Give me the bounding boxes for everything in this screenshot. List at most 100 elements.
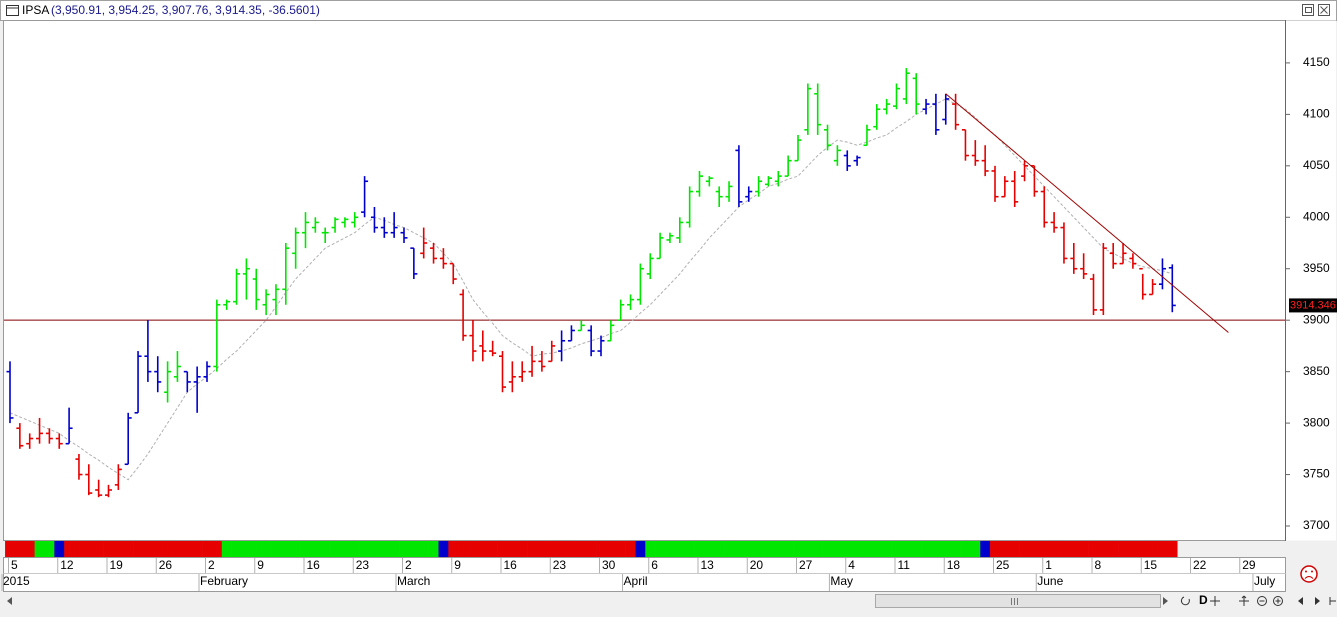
scroll-left[interactable]: [7, 597, 12, 605]
y-tick-label: 4050: [1303, 158, 1330, 172]
signal-cell: [970, 541, 981, 557]
x-tick-label: 20: [750, 558, 764, 572]
signal-cell: [733, 541, 745, 557]
signal-cell: [14, 541, 26, 557]
signal-cell: [1167, 541, 1178, 557]
signal-cell: [477, 541, 489, 557]
signal-cell: [438, 541, 449, 557]
move-button[interactable]: [1239, 595, 1249, 606]
y-tick-label: 3750: [1303, 467, 1330, 481]
signal-cell: [507, 541, 518, 557]
signal-cell: [359, 541, 370, 557]
crosshair-button[interactable]: [1210, 596, 1220, 606]
signal-cell: [655, 541, 666, 557]
y-tick-label: 3850: [1303, 364, 1330, 378]
signal-cell: [871, 541, 883, 557]
signal-cell: [980, 541, 991, 557]
signal-cell: [517, 541, 528, 557]
signal-cell: [133, 541, 144, 557]
signal-cell: [5, 541, 16, 557]
page-left[interactable]: [1298, 597, 1303, 605]
signal-cell: [862, 541, 873, 557]
page-end[interactable]: [1329, 597, 1336, 605]
signal-cell: [408, 541, 420, 557]
x-tick-label: 12: [60, 558, 74, 572]
signal-cell: [379, 541, 390, 557]
signal-cell: [103, 541, 114, 557]
signal-cell: [1118, 541, 1129, 557]
x-tick-label: 11: [898, 558, 911, 572]
signal-cell: [221, 541, 232, 557]
restore-button[interactable]: [1302, 4, 1314, 16]
x-tick-label: 30: [602, 558, 616, 572]
signal-cell: [162, 541, 173, 557]
signal-cell: [911, 541, 922, 557]
zoom-in-icon: [1275, 598, 1281, 604]
x-tick-label: 6: [651, 558, 658, 572]
signal-cell: [1009, 541, 1020, 557]
signal-cell: [783, 541, 794, 557]
signal-cell: [990, 541, 1001, 557]
month-label: April: [624, 574, 648, 588]
signal-cell: [1049, 541, 1060, 557]
period-button[interactable]: D: [1199, 593, 1208, 607]
quote: (3,950.91, 3,954.25, 3,907.76, 3,914.35,…: [51, 3, 320, 17]
signal-cell: [615, 541, 626, 557]
signal-cell: [881, 541, 892, 557]
signal-cell: [527, 541, 538, 557]
month-label: May: [830, 574, 853, 588]
signal-cell: [684, 541, 695, 557]
price-axis: [1286, 20, 1336, 541]
signal-cell: [576, 541, 587, 557]
x-tick-label: 9: [454, 558, 461, 572]
signal-cell: [458, 541, 469, 557]
signal-cell: [418, 541, 429, 557]
close-icon: [1320, 6, 1328, 14]
signal-cell: [891, 541, 902, 557]
signal-cell: [704, 541, 715, 557]
signal-cell: [605, 541, 617, 557]
status-icon-eye: [1305, 570, 1307, 573]
x-tick-label: 2: [208, 558, 215, 572]
status-icon[interactable]: [1300, 565, 1318, 583]
signal-cell: [271, 541, 282, 557]
scroll-grip: [1011, 598, 1018, 605]
signal-cell: [182, 541, 193, 557]
signal-cell: [113, 541, 124, 557]
refresh-button[interactable]: [1180, 596, 1190, 606]
x-tick-label: 9: [257, 558, 264, 572]
scroll-right[interactable]: [1163, 597, 1168, 605]
signal-cell: [399, 541, 410, 557]
signal-cell: [1147, 541, 1158, 557]
x-tick-label: 29: [1242, 558, 1256, 572]
signal-cell: [724, 541, 735, 557]
signal-cell: [763, 541, 774, 557]
last-price-box: [1289, 298, 1337, 313]
y-tick-label: 3800: [1303, 415, 1330, 429]
page-right[interactable]: [1315, 597, 1320, 605]
month-label: February: [200, 574, 248, 588]
signal-cell: [74, 541, 85, 557]
signal-cell: [290, 541, 301, 557]
y-tick-label: 3950: [1303, 261, 1330, 275]
zoom-out-button[interactable]: [1257, 596, 1267, 606]
signal-cell: [339, 541, 351, 557]
zoom-in-button[interactable]: [1273, 596, 1283, 606]
window-icon: [6, 5, 19, 16]
y-tick-label: 4100: [1303, 107, 1330, 121]
trendline: [945, 93, 1229, 333]
y-tick-label: 3900: [1303, 312, 1330, 326]
y-tick-label: 3700: [1303, 518, 1330, 532]
symbol: IPSA: [22, 3, 49, 17]
date-axis: [3, 557, 1286, 592]
signal-cell: [793, 541, 804, 557]
signal-cell: [389, 541, 400, 557]
signal-cell: [261, 541, 272, 557]
signal-cell: [300, 541, 311, 557]
signal-cell: [832, 541, 843, 557]
signal-cell: [1068, 541, 1080, 557]
x-tick-label: 16: [504, 558, 518, 572]
signal-cell: [152, 541, 163, 557]
signal-cell: [674, 541, 686, 557]
